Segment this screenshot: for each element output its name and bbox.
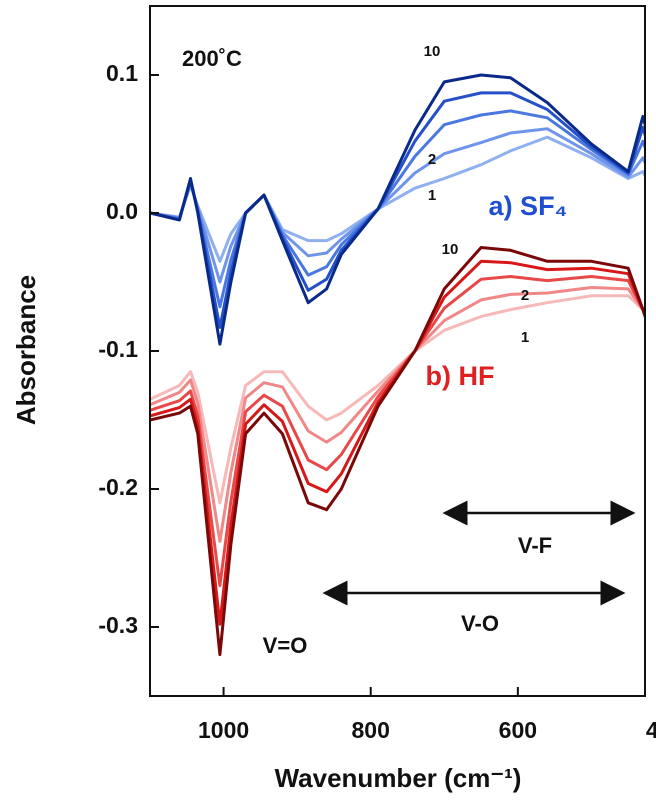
curve-label: 10 xyxy=(424,43,441,60)
spectrum-line xyxy=(150,275,645,588)
curve-label: 10 xyxy=(442,241,459,258)
temperature-label: 200˚C xyxy=(182,46,242,71)
vf-label: V-F xyxy=(518,533,552,558)
spectrum-line xyxy=(150,286,645,543)
spectrum-line xyxy=(150,73,645,346)
y-tick-label: -0.2 xyxy=(98,474,138,500)
spectrum-line xyxy=(150,135,645,263)
series-label: a) SF₄ xyxy=(489,191,568,221)
spectrum-line xyxy=(150,259,645,626)
spectrum-line xyxy=(150,91,645,329)
series-label: b) HF xyxy=(426,361,495,391)
y-tick-label: -0.3 xyxy=(98,612,138,638)
curve-label: 2 xyxy=(521,287,529,304)
vo-label: V-O xyxy=(461,611,499,636)
curve-label: 1 xyxy=(521,329,529,346)
spectrum-line xyxy=(150,127,645,284)
x-axis-label: Wavenumber (cm⁻¹) xyxy=(275,763,522,793)
x-tick-label: 600 xyxy=(499,717,537,743)
x-tick-label: 1000 xyxy=(198,717,249,743)
spectrum-line xyxy=(150,109,645,309)
spectrum-line xyxy=(150,246,645,657)
spectrum-line xyxy=(150,294,645,505)
x-tick-label: 400 xyxy=(646,717,656,743)
y-tick-label: 0.1 xyxy=(106,60,138,86)
x-tick-label: 800 xyxy=(352,717,390,743)
vdo-label: V=O xyxy=(263,633,308,658)
curve-label: 1 xyxy=(428,187,436,204)
y-axis-label: Absorbance xyxy=(11,275,41,425)
y-tick-label: -0.1 xyxy=(98,336,138,362)
curve-label: 2 xyxy=(428,151,436,168)
y-tick-label: 0.0 xyxy=(106,198,138,224)
plot-area xyxy=(150,73,645,657)
